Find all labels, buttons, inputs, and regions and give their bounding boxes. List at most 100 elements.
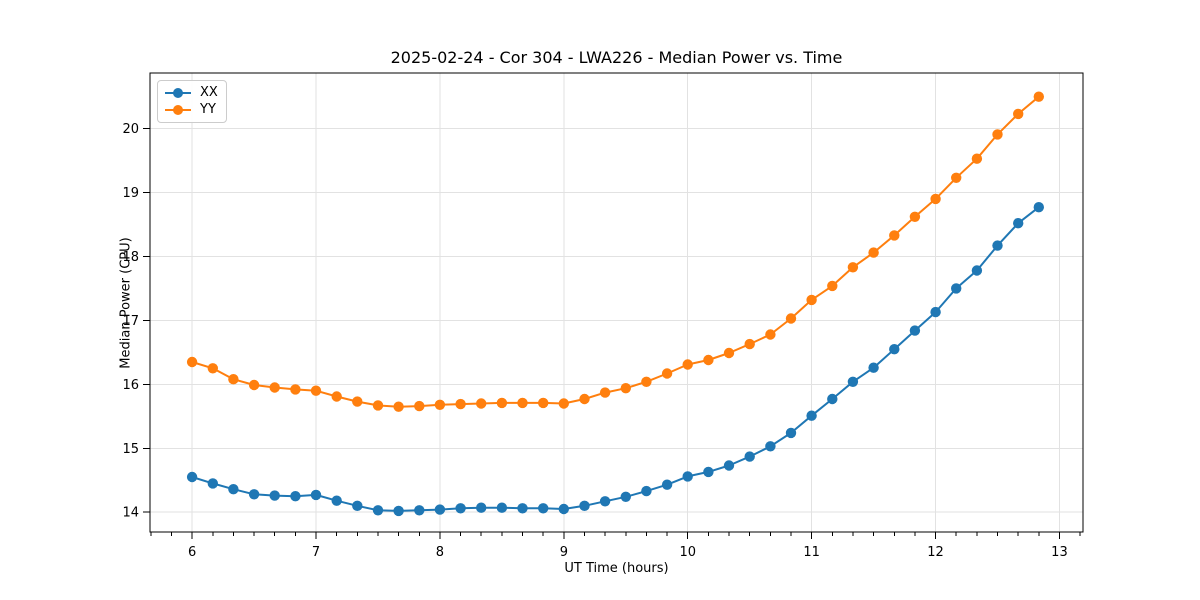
data-point-XX: [1013, 218, 1024, 229]
series-XX: [186, 202, 1045, 517]
data-point-XX: [889, 344, 900, 355]
y-tick-label: 15: [122, 442, 139, 457]
series-line-XX: [191, 206, 1040, 512]
data-point-YY: [641, 376, 652, 387]
data-point-YY: [352, 396, 363, 407]
data-point-YY: [310, 385, 322, 396]
data-point-YY: [207, 363, 218, 374]
legend-item-YY: YY: [165, 103, 219, 117]
data-point-YY: [723, 347, 735, 359]
data-point-YY: [992, 129, 1003, 140]
data-point-YY: [228, 374, 239, 385]
data-point-XX: [930, 306, 941, 318]
x-tick-label: 9: [560, 545, 568, 560]
legend-label: XX: [200, 84, 218, 100]
y-tick-label: 19: [122, 186, 139, 201]
legend-item-XX: XX: [165, 84, 219, 100]
data-point-XX: [517, 503, 528, 514]
data-point-YY: [496, 397, 508, 409]
y-axis-label: Median Power (CPU): [118, 237, 134, 369]
series-YY: [186, 91, 1045, 412]
data-point-XX: [723, 460, 735, 471]
data-point-YY: [455, 398, 466, 410]
data-point-YY: [951, 172, 962, 183]
data-point-YY: [476, 398, 487, 409]
data-point-XX: [455, 503, 466, 514]
data-point-XX: [951, 283, 962, 294]
x-tick-label: 13: [1051, 545, 1068, 560]
data-point-YY: [1013, 108, 1024, 120]
data-point-YY: [744, 338, 755, 350]
data-point-XX: [558, 503, 569, 515]
legend-swatch-XX: [165, 87, 191, 98]
x-tick-label: 10: [679, 545, 696, 560]
data-point-YY: [434, 399, 446, 410]
axis-ticks: [143, 128, 1081, 539]
x-tick-label: 8: [436, 545, 444, 560]
y-tick-label: 16: [122, 378, 139, 393]
data-point-YY: [930, 193, 941, 205]
data-point-XX: [434, 504, 446, 515]
data-point-XX: [290, 491, 301, 502]
data-point-YY: [1033, 91, 1045, 102]
data-point-YY: [290, 384, 301, 395]
legend-label: YY: [200, 102, 216, 118]
data-point-XX: [476, 502, 487, 513]
plot-frame: [149, 72, 1084, 533]
x-tick-label: 7: [312, 545, 320, 560]
data-point-YY: [393, 401, 404, 412]
data-point-YY: [868, 247, 879, 258]
data-point-XX: [971, 265, 983, 276]
data-point-YY: [827, 280, 838, 292]
data-point-YY: [579, 393, 590, 405]
data-point-XX: [703, 466, 714, 478]
data-point-XX: [579, 500, 590, 511]
data-point-YY: [331, 391, 342, 402]
data-point-XX: [806, 410, 817, 421]
x-tick-label: 12: [927, 545, 944, 560]
data-point-YY: [248, 379, 260, 391]
data-point-XX: [909, 325, 921, 336]
data-point-XX: [785, 427, 797, 439]
data-point-XX: [393, 505, 404, 517]
data-point-YY: [847, 262, 859, 273]
data-point-XX: [269, 490, 280, 501]
x-axis-label: UT Time (hours): [564, 561, 669, 576]
data-point-XX: [620, 491, 631, 502]
data-point-YY: [620, 383, 631, 394]
data-point-XX: [744, 451, 755, 462]
x-tick-label: 11: [803, 545, 820, 560]
data-point-YY: [517, 397, 528, 409]
data-point-YY: [414, 400, 425, 412]
data-point-YY: [889, 230, 900, 241]
data-point-YY: [703, 354, 714, 366]
data-point-XX: [372, 505, 384, 516]
series-line-YY: [191, 95, 1040, 408]
data-point-XX: [992, 240, 1003, 251]
legend: XX YY: [157, 80, 227, 123]
data-point-YY: [661, 368, 673, 379]
data-point-XX: [868, 362, 879, 373]
data-point-XX: [847, 376, 859, 387]
data-point-XX: [496, 502, 508, 513]
legend-swatch-YY: [165, 105, 191, 116]
data-point-XX: [599, 496, 611, 507]
data-point-XX: [765, 441, 776, 452]
data-point-YY: [909, 211, 921, 222]
data-point-XX: [414, 505, 425, 516]
data-point-YY: [372, 400, 384, 411]
data-point-YY: [269, 382, 280, 393]
data-point-YY: [971, 153, 983, 164]
data-point-YY: [599, 387, 611, 398]
data-point-YY: [765, 329, 776, 340]
y-tick-label: 18: [122, 250, 139, 265]
data-point-XX: [207, 478, 218, 489]
data-point-XX: [538, 503, 549, 514]
data-point-YY: [785, 313, 797, 324]
data-point-XX: [310, 489, 322, 501]
y-tick-label: 20: [122, 122, 139, 137]
y-tick-label: 14: [122, 506, 139, 521]
data-point-XX: [331, 495, 342, 506]
